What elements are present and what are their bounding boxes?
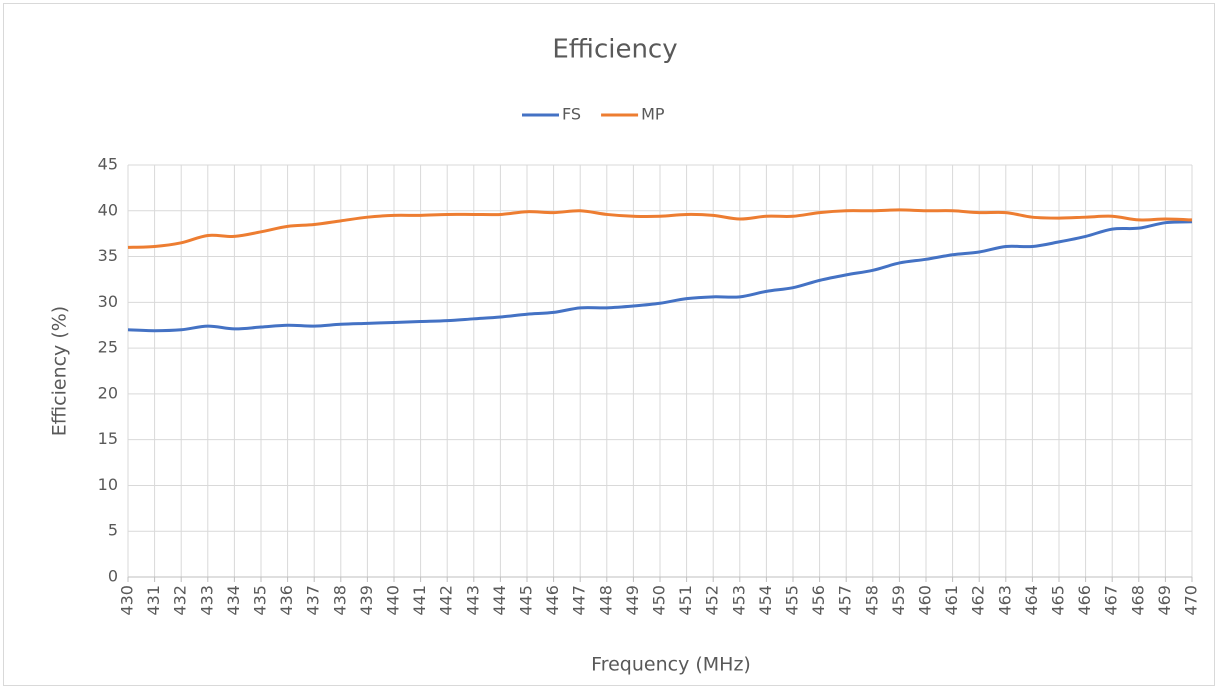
x-tick-label: 456	[809, 585, 828, 616]
x-tick-label: 450	[650, 585, 669, 616]
series-line	[127, 220, 1193, 333]
x-tick-label: 447	[570, 585, 589, 616]
x-tick-label: 440	[384, 585, 403, 616]
x-tick-label: 430	[118, 585, 137, 616]
x-tick-label: 441	[410, 585, 429, 616]
x-tick-label: 466	[1075, 585, 1094, 616]
x-tick-label: 439	[357, 585, 376, 616]
x-tick-label: 455	[783, 585, 802, 616]
x-tick-label: 452	[703, 585, 722, 616]
x-tick-label: 463	[995, 585, 1014, 616]
x-tick-label: 448	[596, 585, 615, 616]
x-tick-label: 470	[1182, 585, 1201, 616]
x-tick-label: 459	[889, 585, 908, 616]
x-tick-label: 460	[916, 585, 935, 616]
y-tick-label: 20	[98, 383, 118, 402]
chart-title: Efficiency	[552, 35, 677, 65]
y-tick-label: 0	[108, 567, 118, 586]
y-tick-label: 5	[108, 521, 118, 540]
x-tick-label: 468	[1128, 585, 1147, 616]
x-tick-label: 465	[1049, 585, 1068, 616]
x-tick-label: 449	[623, 585, 642, 616]
x-tick-label: 446	[543, 585, 562, 616]
x-tick-label: 444	[490, 585, 509, 616]
y-tick-label: 40	[98, 200, 118, 219]
x-tick-label: 432	[171, 585, 190, 616]
x-tick-label: 469	[1155, 585, 1174, 616]
y-tick-label: 15	[98, 429, 118, 448]
x-tick-label: 461	[942, 585, 961, 616]
x-tick-label: 438	[330, 585, 349, 616]
x-tick-label: 445	[517, 585, 536, 616]
y-tick-label: 30	[98, 292, 118, 311]
y-tick-label: 45	[98, 155, 118, 174]
y-tick-label: 35	[98, 246, 118, 265]
series-line	[127, 208, 1193, 249]
x-tick-label: 458	[862, 585, 881, 616]
x-tick-label: 433	[197, 585, 216, 616]
legend-label: FS	[562, 105, 581, 124]
x-tick-label: 451	[676, 585, 695, 616]
y-axis-title: Efficiency (%)	[49, 306, 71, 436]
x-tick-label: 464	[1022, 585, 1041, 616]
x-tick-label: 442	[437, 585, 456, 616]
y-tick-label: 25	[98, 338, 118, 357]
x-tick-label: 467	[1102, 585, 1121, 616]
x-tick-label: 454	[756, 585, 775, 616]
x-tick-label: 453	[729, 585, 748, 616]
x-tick-label: 457	[836, 585, 855, 616]
y-tick-label: 10	[98, 475, 118, 494]
x-tick-label: 435	[251, 585, 270, 616]
legend-label: MP	[641, 105, 665, 124]
chart-border	[3, 3, 1215, 686]
x-tick-label: 462	[969, 585, 988, 616]
x-tick-label: 437	[304, 585, 323, 616]
x-tick-label: 434	[224, 585, 243, 616]
x-tick-label: 443	[463, 585, 482, 616]
x-tick-label: 431	[144, 585, 163, 616]
x-tick-label: 436	[277, 585, 296, 616]
x-axis-title: Frequency (MHz)	[591, 654, 751, 676]
